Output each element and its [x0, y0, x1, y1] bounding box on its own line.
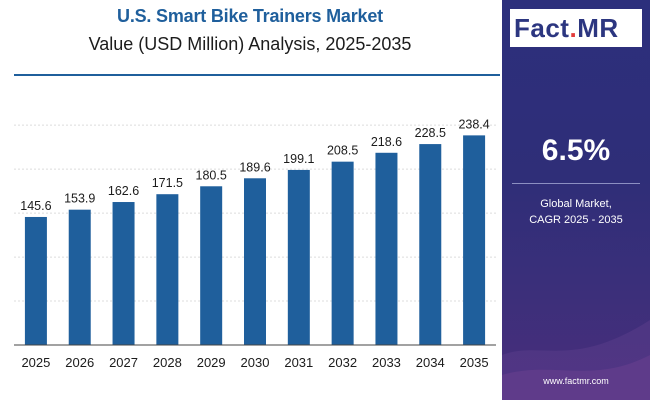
bar-2028	[156, 194, 179, 345]
x-tick-2035: 2035	[460, 355, 489, 370]
bar-2035	[463, 135, 486, 345]
bar-2029	[200, 186, 223, 345]
bar-2034	[419, 144, 442, 345]
x-tick-2031: 2031	[284, 355, 313, 370]
bars	[24, 135, 486, 345]
bar-2032	[331, 161, 354, 345]
data-label-2028: 171.5	[152, 176, 183, 190]
decorative-wave	[502, 320, 650, 400]
bar-chart: 145.6 153.9 162.6 171.5 180.5 189.6 199.1 208.5…	[14, 117, 496, 370]
x-tick-2026: 2026	[65, 355, 94, 370]
cagr-label-line1: Global Market,	[540, 198, 612, 210]
data-label-2026: 153.9	[64, 192, 95, 206]
data-labels: 145.6 153.9 162.6 171.5 180.5 189.6 199.1 208.5…	[20, 117, 490, 213]
x-tick-2028: 2028	[153, 355, 182, 370]
bar-2031	[287, 169, 310, 345]
bar-2027	[112, 202, 135, 345]
data-label-2027: 162.6	[108, 184, 139, 198]
data-label-2030: 189.6	[239, 160, 270, 174]
bar-2026	[68, 209, 91, 345]
x-tick-2034: 2034	[416, 355, 445, 370]
website-link[interactable]: www.factmr.com	[543, 376, 609, 386]
x-tick-2025: 2025	[21, 355, 50, 370]
data-label-2029: 180.5	[196, 168, 227, 182]
x-tick-2032: 2032	[328, 355, 357, 370]
chart-subtitle: Value (USD Million) Analysis, 2025-2035	[88, 34, 412, 54]
data-label-2032: 208.5	[327, 144, 358, 158]
cagr-label: Global Market, CAGR 2025 - 2035	[502, 196, 650, 228]
bar-2030	[244, 178, 266, 345]
cagr-label-line2: CAGR 2025 - 2035	[529, 214, 623, 226]
factmr-logo[interactable]: Fact.MR	[510, 9, 642, 47]
x-tick-2027: 2027	[109, 355, 138, 370]
x-tick-2029: 2029	[197, 355, 226, 370]
x-tick-2030: 2030	[241, 355, 270, 370]
logo-text: Fact.MR	[514, 13, 619, 43]
cagr-value: 6.5%	[541, 134, 611, 167]
chart-title: U.S. Smart Bike Trainers Market	[117, 6, 383, 26]
x-axis: 2025 2026 2027 2028 2029 2030 2031 2032 2033 2034…	[14, 344, 496, 370]
data-label-2035: 238.4	[458, 117, 489, 131]
data-label-2034: 228.5	[415, 126, 446, 140]
side-panel: Fact.MR 6.5% Global Market, CAGR 2025 - …	[502, 0, 650, 400]
bar-2025	[24, 216, 47, 345]
cagr-divider	[512, 183, 640, 184]
bar-2033	[375, 152, 398, 345]
data-label-2033: 218.6	[371, 135, 402, 149]
x-tick-2033: 2033	[372, 355, 401, 370]
title-divider	[14, 74, 500, 76]
data-label-2025: 145.6	[20, 199, 51, 213]
data-label-2031: 199.1	[283, 152, 314, 166]
